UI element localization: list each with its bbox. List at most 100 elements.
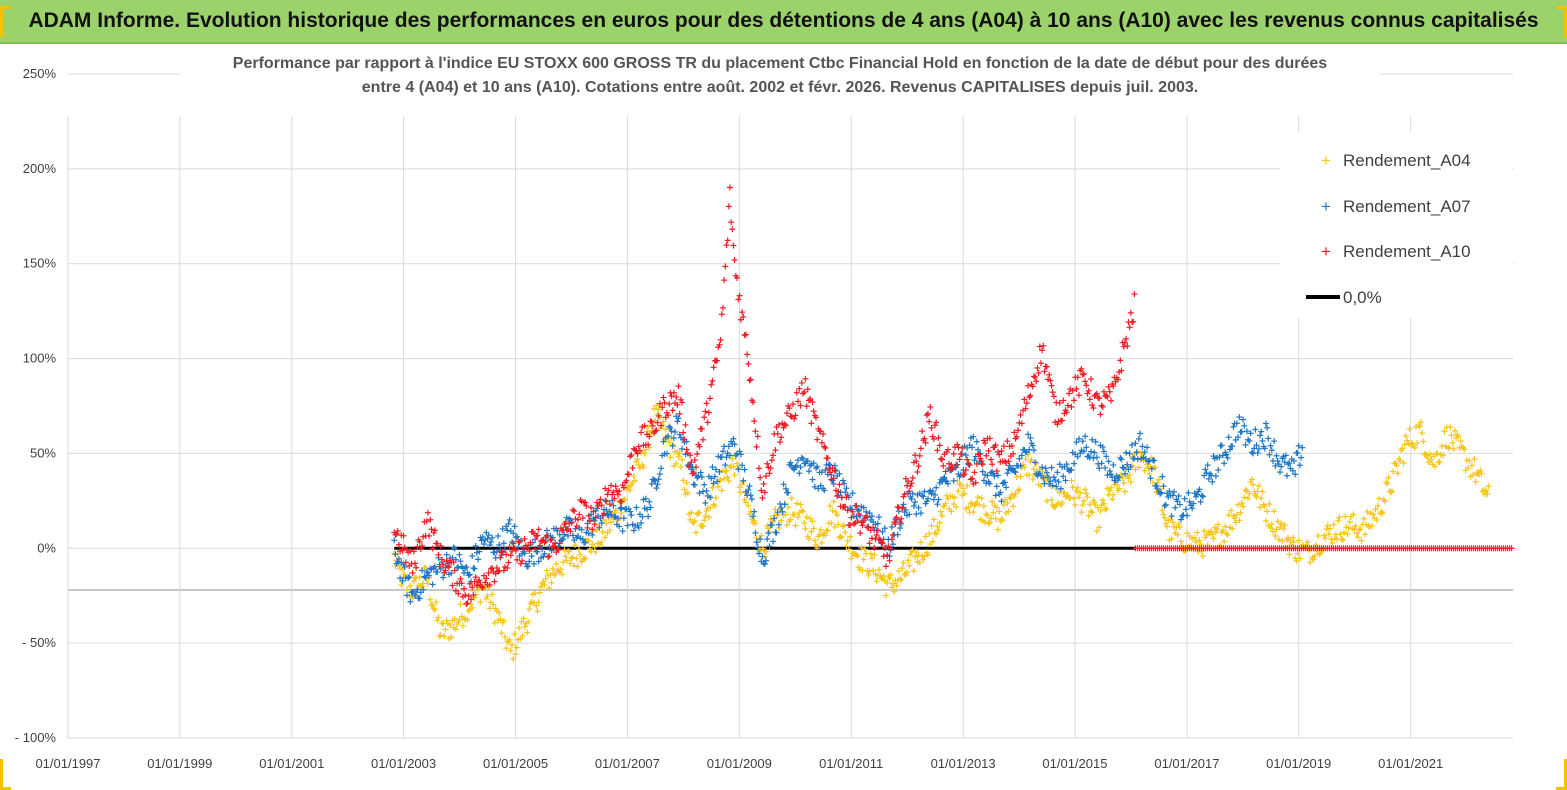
point-rendement-a04 bbox=[435, 614, 442, 621]
point-rendement-a10 bbox=[843, 494, 850, 501]
point-rendement-a07 bbox=[997, 489, 1004, 496]
point-rendement-a04 bbox=[868, 555, 875, 562]
point-rendement-a07 bbox=[1208, 472, 1215, 479]
point-rendement-a07 bbox=[1055, 478, 1062, 485]
point-rendement-a10 bbox=[576, 511, 583, 518]
point-rendement-a10 bbox=[1011, 429, 1018, 436]
point-rendement-a07 bbox=[1282, 452, 1289, 459]
point-rendement-a07 bbox=[472, 542, 479, 549]
point-rendement-a04 bbox=[1372, 506, 1379, 513]
point-rendement-a04 bbox=[1274, 518, 1281, 525]
point-rendement-a07 bbox=[627, 508, 634, 515]
point-rendement-a04 bbox=[1417, 419, 1424, 426]
point-rendement-a10 bbox=[880, 553, 887, 560]
point-rendement-a04 bbox=[1022, 456, 1029, 463]
point-rendement-a07 bbox=[736, 448, 743, 455]
point-rendement-a07 bbox=[1137, 430, 1144, 437]
point-rendement-a04 bbox=[1016, 486, 1023, 493]
point-rendement-a07 bbox=[642, 495, 649, 502]
point-rendement-a04 bbox=[1253, 493, 1260, 500]
point-rendement-a07 bbox=[411, 592, 418, 599]
point-rendement-a07 bbox=[1096, 465, 1103, 472]
point-rendement-a04 bbox=[1237, 509, 1244, 516]
point-rendement-a04 bbox=[1228, 507, 1235, 514]
point-rendement-a07 bbox=[1045, 474, 1052, 481]
point-rendement-a07 bbox=[1060, 473, 1067, 480]
point-rendement-a10 bbox=[571, 508, 578, 515]
point-rendement-a07 bbox=[1039, 464, 1046, 471]
point-rendement-a04 bbox=[1376, 495, 1383, 502]
point-rendement-a07 bbox=[712, 466, 719, 473]
point-rendement-a04 bbox=[1266, 501, 1273, 508]
point-rendement-a07 bbox=[1299, 444, 1306, 451]
point-rendement-a04 bbox=[1281, 522, 1288, 529]
point-rendement-a04 bbox=[811, 537, 818, 544]
point-rendement-a10 bbox=[463, 600, 470, 607]
point-rendement-a10 bbox=[1069, 387, 1076, 394]
point-rendement-a07 bbox=[1043, 469, 1050, 476]
point-rendement-a04 bbox=[1079, 502, 1086, 509]
point-rendement-a07 bbox=[1161, 502, 1168, 509]
point-rendement-a04 bbox=[839, 523, 846, 530]
point-rendement-a07 bbox=[994, 472, 1001, 479]
point-rendement-a10 bbox=[888, 536, 895, 543]
point-rendement-a10 bbox=[597, 496, 604, 503]
point-rendement-a04 bbox=[1106, 487, 1113, 494]
point-rendement-a04 bbox=[1472, 478, 1479, 485]
y-tick-label: 50% bbox=[30, 445, 56, 460]
point-rendement-a10 bbox=[409, 569, 416, 576]
point-rendement-a04 bbox=[1448, 432, 1455, 439]
point-rendement-a04 bbox=[1162, 520, 1169, 527]
point-rendement-a04 bbox=[673, 460, 680, 467]
point-rendement-a04 bbox=[1397, 458, 1404, 465]
point-rendement-a07 bbox=[655, 476, 662, 483]
point-rendement-a04 bbox=[1222, 523, 1229, 530]
point-rendement-a04 bbox=[1194, 529, 1201, 536]
point-rendement-a04 bbox=[1311, 552, 1318, 559]
point-rendement-a04 bbox=[1134, 448, 1141, 455]
point-rendement-a04 bbox=[920, 556, 927, 563]
point-rendement-a07 bbox=[1027, 435, 1034, 442]
point-rendement-a04 bbox=[1119, 475, 1126, 482]
point-rendement-a07 bbox=[1032, 459, 1039, 466]
point-rendement-a07 bbox=[710, 480, 717, 487]
x-tick-label: 01/01/2011 bbox=[819, 756, 883, 771]
point-rendement-a10 bbox=[395, 541, 402, 548]
point-rendement-a07 bbox=[506, 516, 513, 523]
point-rendement-a04 bbox=[513, 644, 520, 651]
point-rendement-a07 bbox=[1224, 454, 1231, 461]
point-rendement-a07 bbox=[941, 474, 948, 481]
point-rendement-a04 bbox=[711, 502, 718, 509]
point-rendement-a07 bbox=[414, 586, 421, 593]
point-rendement-a10 bbox=[977, 455, 984, 462]
point-rendement-a04 bbox=[865, 571, 872, 578]
point-rendement-a04 bbox=[845, 546, 852, 553]
point-rendement-a07 bbox=[675, 415, 682, 422]
point-rendement-a10 bbox=[495, 568, 502, 575]
point-rendement-a07 bbox=[1243, 428, 1250, 435]
point-rendement-a10 bbox=[444, 562, 451, 569]
point-rendement-a04 bbox=[718, 487, 725, 494]
point-rendement-a10 bbox=[1130, 318, 1137, 325]
point-rendement-a10 bbox=[393, 530, 400, 537]
point-rendement-a04 bbox=[866, 568, 873, 575]
point-rendement-a10 bbox=[1047, 377, 1054, 384]
point-rendement-a10 bbox=[473, 582, 480, 589]
point-rendement-a07 bbox=[804, 457, 811, 464]
point-rendement-a10 bbox=[1100, 388, 1107, 395]
point-rendement-a04 bbox=[953, 503, 960, 510]
point-rendement-a04 bbox=[618, 510, 625, 517]
point-rendement-a04 bbox=[1339, 537, 1346, 544]
point-rendement-a10 bbox=[1068, 403, 1075, 410]
point-rendement-a04 bbox=[1341, 529, 1348, 536]
point-rendement-a07 bbox=[1147, 475, 1154, 482]
point-rendement-a10 bbox=[1010, 450, 1017, 457]
point-rendement-a07 bbox=[1160, 483, 1167, 490]
point-rendement-a10 bbox=[1049, 389, 1056, 396]
point-rendement-a07 bbox=[1121, 470, 1128, 477]
point-rendement-a07 bbox=[1053, 483, 1060, 490]
point-rendement-a07 bbox=[667, 424, 674, 431]
point-rendement-a10 bbox=[611, 495, 618, 502]
point-rendement-a10 bbox=[589, 526, 596, 533]
point-rendement-a04 bbox=[961, 490, 968, 497]
